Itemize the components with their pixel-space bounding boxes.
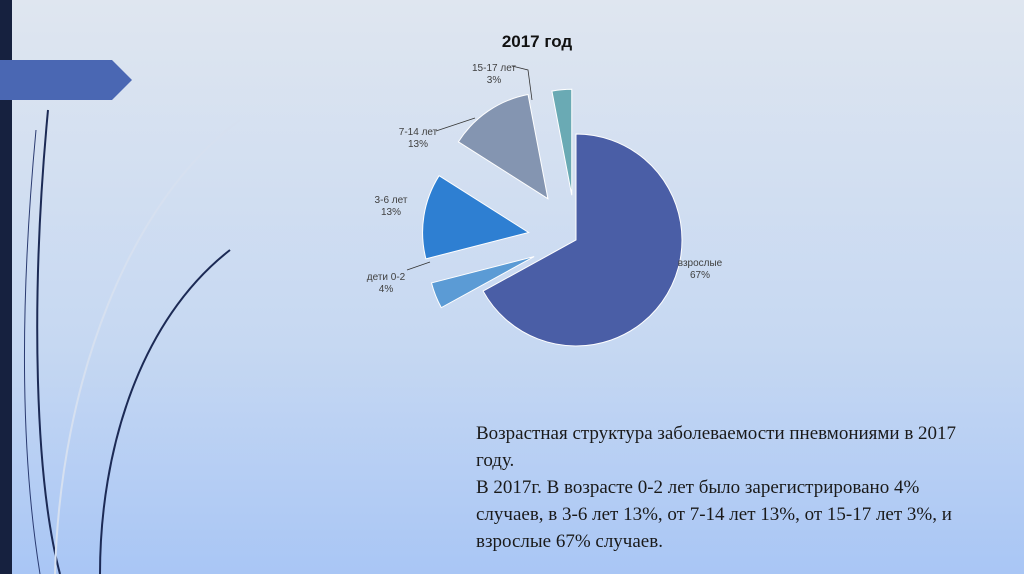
side-strip [0,0,12,574]
slice-value-label: 13% [408,139,428,150]
slice-category-label: взрослые [678,258,723,269]
paragraph: В 2017г. В возрасте 0-2 лет было зарегис… [476,477,952,552]
slice-category-label: 15-17 лет [472,63,516,74]
slice-value-label: 3% [487,75,502,86]
leader-line [435,117,476,132]
slice-category-label: 3-6 лет [375,195,408,206]
pie-slice [422,175,530,260]
decor-curves [23,109,241,574]
slice-value-label: 4% [379,284,394,295]
leader-line [511,65,533,101]
text-block: Возрастная структура заболеваемости пнев… [476,420,976,555]
slice-category-label: 7-14 лет [399,127,438,138]
chart-title: 2017 год [502,32,573,51]
pie-slice [457,93,549,200]
pie-slice [482,133,683,347]
arrow-banner [0,60,132,100]
slice-category-label: дети 0-2 [367,272,406,283]
slice-value-label: 13% [381,207,401,218]
paragraph: Возрастная структура заболеваемости пнев… [476,423,957,471]
pie-slice [551,88,573,196]
slice-value-label: 67% [690,270,710,281]
pie-slice [430,256,535,309]
leader-line [406,261,431,271]
